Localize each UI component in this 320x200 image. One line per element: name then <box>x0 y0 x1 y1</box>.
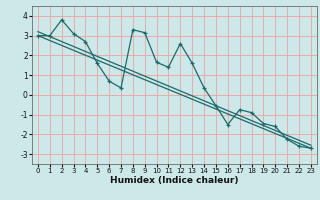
X-axis label: Humidex (Indice chaleur): Humidex (Indice chaleur) <box>110 176 239 185</box>
